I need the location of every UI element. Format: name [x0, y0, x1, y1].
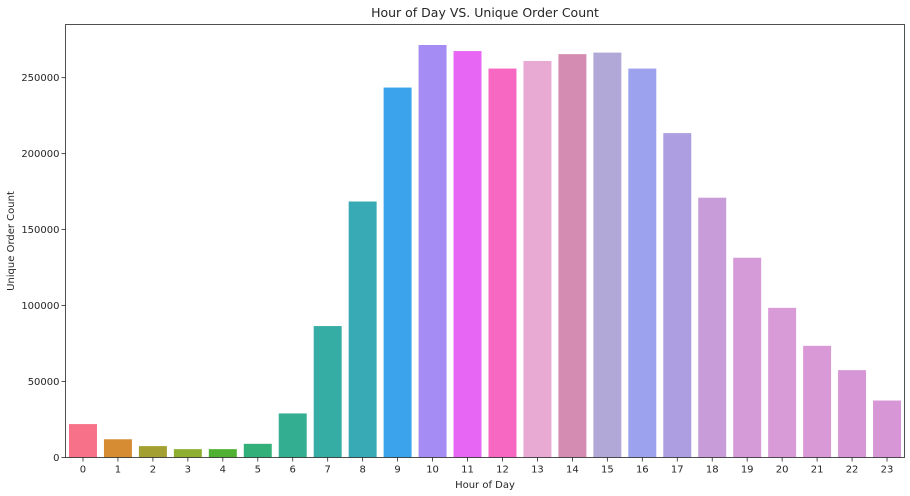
y-tick-label: 250000 — [21, 73, 59, 84]
bar-hour-14 — [558, 54, 587, 458]
bar-hour-5 — [243, 443, 272, 458]
y-axis-label: Unique Order Count — [6, 191, 17, 291]
x-tick-label: 21 — [811, 465, 824, 476]
bar-hour-0 — [68, 424, 97, 458]
x-axis-ticks: 0 1 2 3 4 5 6 7 8 9 10 11 12 13 14 15 16 17 18 19 20 21 22 23 — [80, 457, 894, 476]
bar-hour-22 — [838, 370, 867, 458]
bar-hour-17 — [663, 133, 692, 458]
x-tick-label: 7 — [325, 465, 331, 476]
x-tick-label: 14 — [566, 465, 579, 476]
bar-hour-9 — [383, 87, 412, 458]
bar-hour-11 — [453, 51, 482, 458]
bar-hour-13 — [523, 60, 552, 458]
x-tick-label: 20 — [776, 465, 789, 476]
x-tick-label: 3 — [185, 465, 191, 476]
x-tick-label: 11 — [461, 465, 474, 476]
bar-hour-21 — [803, 345, 832, 458]
x-tick-label: 18 — [706, 465, 719, 476]
x-tick-label: 13 — [531, 465, 544, 476]
y-tick-label: 150000 — [21, 225, 59, 236]
x-tick-label: 0 — [80, 465, 86, 476]
x-tick-label: 4 — [220, 465, 226, 476]
x-tick-label: 22 — [846, 465, 859, 476]
chart-title: Hour of Day VS. Unique Order Count — [371, 5, 599, 20]
bar-hour-12 — [488, 68, 517, 458]
x-tick-label: 16 — [636, 465, 649, 476]
x-tick-label: 23 — [881, 465, 894, 476]
y-tick-label: 200000 — [21, 149, 59, 160]
x-tick-label: 5 — [255, 465, 261, 476]
bar-hour-16 — [628, 68, 657, 458]
x-tick-label: 19 — [741, 465, 754, 476]
x-tick-label: 9 — [394, 465, 400, 476]
bar-hour-15 — [593, 52, 622, 458]
bar-hour-10 — [418, 45, 447, 458]
bar-hour-1 — [103, 439, 132, 458]
bar-hour-4 — [208, 449, 237, 458]
bar-hour-18 — [698, 197, 727, 458]
bar-hour-3 — [173, 449, 202, 458]
bar-hour-23 — [873, 400, 902, 458]
x-tick-label: 17 — [671, 465, 684, 476]
bars-group — [68, 45, 902, 458]
y-tick-label: 50000 — [28, 377, 60, 388]
bar-hour-7 — [313, 326, 342, 458]
bar-hour-8 — [348, 201, 377, 458]
y-tick-label: 0 — [53, 453, 59, 464]
x-tick-label: 12 — [496, 465, 509, 476]
bar-hour-20 — [768, 307, 797, 458]
bar-hour-2 — [138, 446, 167, 458]
x-tick-label: 6 — [290, 465, 296, 476]
y-tick-label: 100000 — [21, 301, 59, 312]
x-tick-label: 10 — [426, 465, 439, 476]
x-tick-label: 8 — [359, 465, 365, 476]
plot-frame — [65, 24, 905, 458]
x-tick-label: 2 — [150, 465, 156, 476]
x-tick-label: 15 — [601, 465, 614, 476]
y-axis-ticks: 0 50000 100000 150000 200000 250000 — [21, 73, 66, 464]
bar-hour-6 — [278, 413, 307, 458]
x-tick-label: 1 — [115, 465, 121, 476]
bar-hour-19 — [733, 257, 762, 458]
x-axis-label: Hour of Day — [455, 480, 515, 491]
